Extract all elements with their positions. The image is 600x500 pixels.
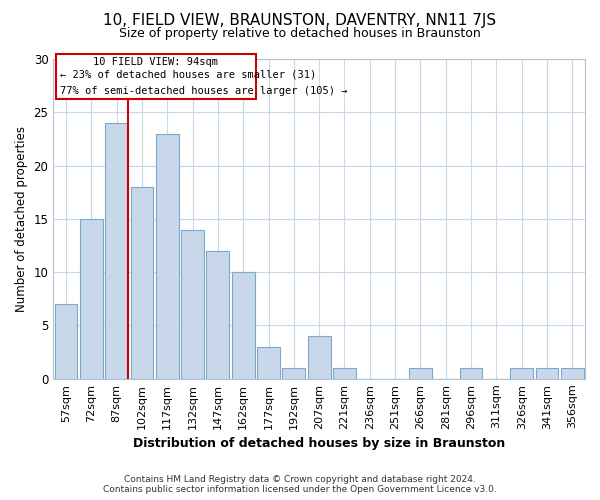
Bar [80, 219, 103, 379]
Bar [511, 368, 533, 379]
Y-axis label: Number of detached properties: Number of detached properties [15, 126, 28, 312]
Bar [232, 272, 254, 379]
Bar [55, 304, 77, 379]
Bar [181, 230, 204, 379]
Text: Contains HM Land Registry data © Crown copyright and database right 2024.
Contai: Contains HM Land Registry data © Crown c… [103, 474, 497, 494]
X-axis label: Distribution of detached houses by size in Braunston: Distribution of detached houses by size … [133, 437, 505, 450]
Bar [131, 187, 154, 379]
Text: 10, FIELD VIEW, BRAUNSTON, DAVENTRY, NN11 7JS: 10, FIELD VIEW, BRAUNSTON, DAVENTRY, NN1… [103, 12, 497, 28]
Bar [283, 368, 305, 379]
Bar [257, 347, 280, 379]
Bar [308, 336, 331, 379]
Bar [536, 368, 559, 379]
FancyBboxPatch shape [56, 54, 256, 100]
Text: 77% of semi-detached houses are larger (105) →: 77% of semi-detached houses are larger (… [59, 86, 347, 96]
Text: Size of property relative to detached houses in Braunston: Size of property relative to detached ho… [119, 28, 481, 40]
Bar [206, 251, 229, 379]
Bar [156, 134, 179, 379]
Text: 10 FIELD VIEW: 94sqm: 10 FIELD VIEW: 94sqm [94, 57, 218, 67]
Bar [460, 368, 482, 379]
Bar [105, 123, 128, 379]
Bar [561, 368, 584, 379]
Text: ← 23% of detached houses are smaller (31): ← 23% of detached houses are smaller (31… [59, 70, 316, 80]
Bar [409, 368, 432, 379]
Bar [333, 368, 356, 379]
